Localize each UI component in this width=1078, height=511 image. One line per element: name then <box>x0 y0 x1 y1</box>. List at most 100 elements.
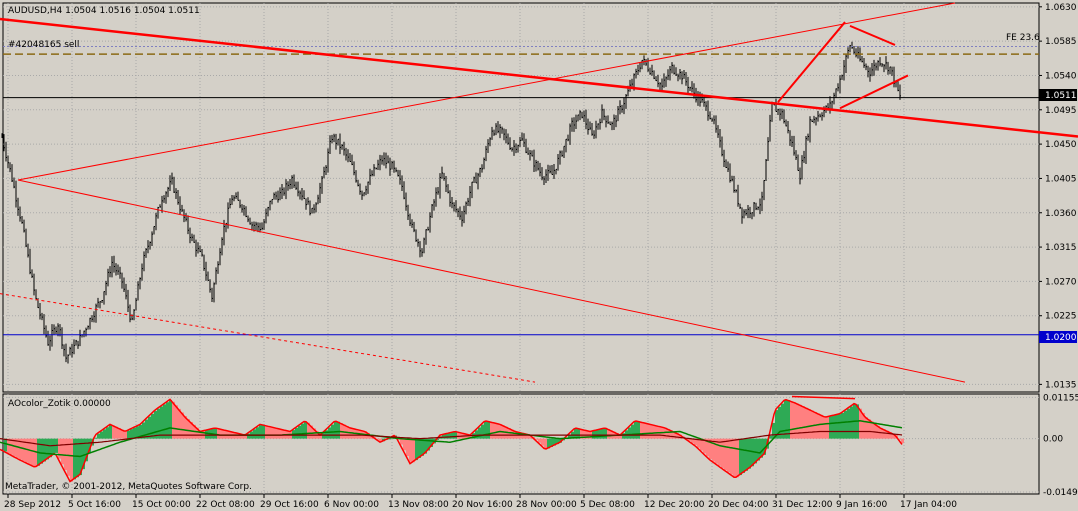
ao-bar <box>577 428 580 439</box>
ao-bar <box>22 438 25 462</box>
ao-bar <box>634 421 637 439</box>
price-axis: 1.0630 1.0585 1.0540 1.0495 1.0450 1.0405 1.03… <box>1039 3 1077 390</box>
time-tick-label: 31 Dec 12:00 <box>772 500 833 510</box>
ao-bar <box>607 428 610 439</box>
ao-bar <box>628 427 631 439</box>
ao-bar <box>862 412 865 439</box>
ao-bar <box>406 438 409 457</box>
ao-bar <box>307 422 310 439</box>
ao-bar <box>49 438 52 458</box>
ao-bar <box>802 406 805 439</box>
ao-bar <box>598 429 601 439</box>
time-tick-label: 6 Nov 00:00 <box>324 500 379 510</box>
ao-bar <box>556 438 559 445</box>
ao-bar <box>409 438 412 462</box>
ao-bar <box>241 434 244 439</box>
price-tick-label: 1.0135 <box>1045 380 1077 390</box>
ao-bar <box>301 423 304 439</box>
trendline[interactable] <box>0 293 536 383</box>
ao-bar <box>166 402 169 439</box>
ao-bar <box>622 433 625 439</box>
ao-bar <box>379 438 382 442</box>
ao-lines <box>0 395 903 483</box>
ao-bar <box>445 433 448 439</box>
trendline[interactable] <box>17 2 956 181</box>
time-tick-label: 20 Nov 16:00 <box>452 500 513 510</box>
ao-bar <box>631 424 634 439</box>
ao-bar <box>436 438 439 440</box>
trendline[interactable] <box>839 74 909 110</box>
ao-bar <box>883 429 886 439</box>
ao-bar <box>547 438 550 449</box>
order-label: #42048165 sell <box>8 40 79 50</box>
ao-bar <box>523 433 526 439</box>
ao-bar <box>424 438 427 454</box>
ma-green-line <box>0 420 903 458</box>
ao-bar <box>757 438 760 461</box>
ao-bar <box>448 433 451 439</box>
copyright-text: MetaTrader, © 2001-2012, MetaQuotes Soft… <box>5 482 252 492</box>
blue-level-label: 1.0200 <box>1045 333 1077 343</box>
price-tick-label: 1.0405 <box>1045 174 1077 184</box>
ao-bar <box>451 432 454 439</box>
ao-bar <box>277 428 280 439</box>
trendline[interactable] <box>0 17 1078 138</box>
ao-bar <box>838 414 841 439</box>
ao-bar <box>154 411 157 439</box>
trendline[interactable] <box>777 21 846 103</box>
ao-bar <box>253 429 256 439</box>
ao-bar <box>655 425 658 439</box>
ao-bar <box>325 430 328 439</box>
ao-bar <box>127 430 130 439</box>
ao-bar <box>604 428 607 439</box>
trendline[interactable] <box>17 179 966 383</box>
ao-bar <box>568 434 571 439</box>
ao-bar <box>334 421 337 439</box>
horizontal-levels <box>3 45 1039 336</box>
ao-bar <box>676 433 679 439</box>
time-axis: 28 Sep 2012 5 Oct 16:00 15 Oct 00:00 22 Oct… <box>4 494 957 510</box>
ao-bar <box>148 416 151 439</box>
ao-bar <box>67 438 70 476</box>
ao-bar <box>400 438 403 445</box>
time-tick-label: 22 Oct 08:00 <box>196 500 255 510</box>
ao-bar <box>526 434 529 439</box>
ao-bar <box>481 424 484 439</box>
ao-bar <box>34 438 37 467</box>
ao-bar <box>550 438 553 447</box>
ao-bar <box>898 438 901 440</box>
time-tick-label: 15 Oct 00:00 <box>132 500 191 510</box>
ao-bar <box>70 438 73 482</box>
ao-bar <box>310 425 313 439</box>
price-tick-label: 1.0630 <box>1045 3 1077 13</box>
ao-bar <box>892 433 895 439</box>
ao-bar <box>793 402 796 439</box>
ao-bar <box>640 421 643 439</box>
ao-bar <box>718 438 721 466</box>
main-plot-area[interactable] <box>2 2 1040 393</box>
ao-bar <box>742 438 745 473</box>
time-tick-label: 9 Jan 16:00 <box>836 500 888 510</box>
trendline[interactable] <box>849 24 896 46</box>
ao-bar <box>889 432 892 439</box>
ao-bar <box>43 438 46 462</box>
ao-histogram <box>4 400 904 482</box>
ao-bar <box>739 438 742 476</box>
divergence-line[interactable] <box>791 395 856 400</box>
fibo-label: FE 23.6 <box>1006 33 1040 43</box>
ao-bar <box>115 426 118 439</box>
ao-bar <box>415 438 418 461</box>
ao-bar <box>799 404 802 439</box>
ao-bar <box>136 426 139 439</box>
ao-bar <box>868 419 871 439</box>
ao-bar <box>508 428 511 439</box>
ao-bar <box>478 427 481 439</box>
ao-bar <box>106 427 109 439</box>
ao-bar <box>151 413 154 439</box>
ao-bar <box>244 434 247 439</box>
current-price-tag <box>1039 89 1077 101</box>
ao-bar <box>703 438 706 454</box>
ao-bar <box>103 429 106 439</box>
ao-bar <box>4 438 7 452</box>
